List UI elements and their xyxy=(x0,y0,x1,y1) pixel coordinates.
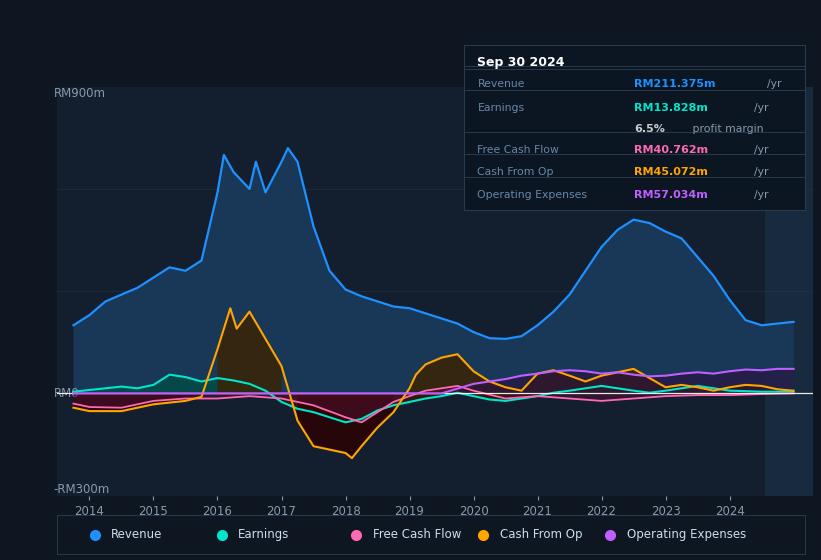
Text: RM45.072m: RM45.072m xyxy=(635,167,708,177)
Text: Revenue: Revenue xyxy=(112,528,163,542)
Text: RM0: RM0 xyxy=(53,387,80,400)
Text: Revenue: Revenue xyxy=(478,80,525,90)
Text: /yr: /yr xyxy=(767,80,782,90)
Text: RM57.034m: RM57.034m xyxy=(635,190,708,200)
Text: Cash From Op: Cash From Op xyxy=(500,528,582,542)
Bar xyxy=(765,87,813,496)
Text: Free Cash Flow: Free Cash Flow xyxy=(478,144,559,155)
Text: -RM300m: -RM300m xyxy=(53,483,110,496)
Text: RM900m: RM900m xyxy=(53,87,106,100)
Text: RM40.762m: RM40.762m xyxy=(635,144,709,155)
Text: Sep 30 2024: Sep 30 2024 xyxy=(478,57,565,69)
Text: RM211.375m: RM211.375m xyxy=(635,80,716,90)
Text: Earnings: Earnings xyxy=(238,528,290,542)
Text: Free Cash Flow: Free Cash Flow xyxy=(373,528,461,542)
Text: Operating Expenses: Operating Expenses xyxy=(626,528,746,542)
Text: /yr: /yr xyxy=(754,190,768,200)
Text: Operating Expenses: Operating Expenses xyxy=(478,190,588,200)
Text: /yr: /yr xyxy=(754,104,768,114)
Text: Earnings: Earnings xyxy=(478,104,525,114)
Text: profit margin: profit margin xyxy=(690,124,764,134)
Text: /yr: /yr xyxy=(754,144,768,155)
Text: 6.5%: 6.5% xyxy=(635,124,665,134)
Text: Cash From Op: Cash From Op xyxy=(478,167,554,177)
Text: /yr: /yr xyxy=(754,167,768,177)
Text: RM13.828m: RM13.828m xyxy=(635,104,708,114)
